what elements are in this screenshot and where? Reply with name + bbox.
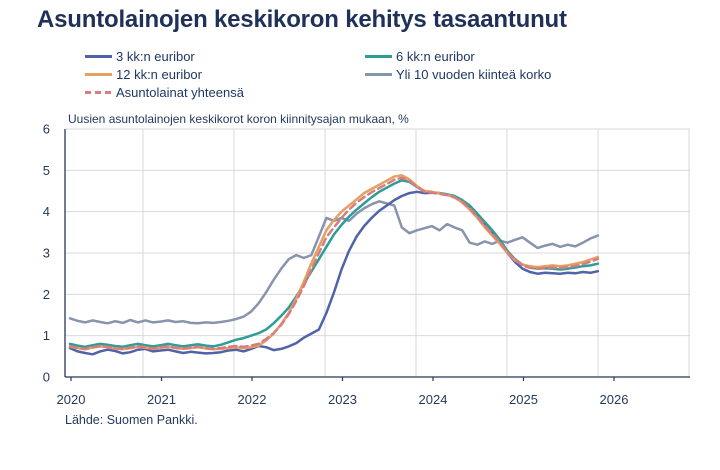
x-tick-label-2023: 2023 bbox=[328, 392, 357, 407]
legend-label-6kk-euribor: 6 kk:n euribor bbox=[396, 48, 475, 64]
y-tick-label-3: 3 bbox=[43, 246, 50, 261]
source-note: Lähde: Suomen Pankki. bbox=[65, 413, 198, 427]
series-line-asuntolainat-yhteensa bbox=[68, 176, 600, 351]
x-tick-label-2020: 2020 bbox=[57, 392, 86, 407]
y-tick-label-5: 5 bbox=[43, 163, 50, 178]
x-tick-label-2024: 2024 bbox=[419, 392, 448, 407]
chart-subtitle: Uusien asuntolainojen keskikorot koron k… bbox=[68, 112, 409, 126]
legend-label-3kk-euribor: 3 kk:n euribor bbox=[116, 48, 195, 64]
legend-item-12kk-euribor: 12 kk:n euribor bbox=[85, 65, 365, 83]
legend-swatch-3kk-euribor bbox=[85, 54, 112, 58]
legend-label-12kk-euribor: 12 kk:n euribor bbox=[116, 66, 202, 82]
series-line-3kk-euribor bbox=[68, 190, 600, 356]
legend-swatch-asuntolainat-yhteensa bbox=[85, 90, 112, 94]
y-tick-label-2: 2 bbox=[43, 287, 50, 302]
x-tick-label-2025: 2025 bbox=[509, 392, 538, 407]
legend-column-right: 6 kk:n euribor Yli 10 vuoden kiinteä kor… bbox=[365, 47, 551, 101]
legend-item-6kk-euribor: 6 kk:n euribor bbox=[365, 47, 551, 65]
legend-item-asuntolainat-yhteensa: Asuntolainat yhteensä bbox=[85, 83, 365, 101]
x-tick-label-2021: 2021 bbox=[147, 392, 176, 407]
legend-column-left: 3 kk:n euribor 12 kk:n euribor Asuntolai… bbox=[85, 47, 365, 101]
legend-label-yli-10v-kiintea-korko: Yli 10 vuoden kiinteä korko bbox=[396, 66, 552, 82]
legend-label-asuntolainat-yhteensa: Asuntolainat yhteensä bbox=[116, 84, 244, 100]
x-tick-label-2022: 2022 bbox=[238, 392, 267, 407]
legend-item-yli-10v-kiintea-korko: Yli 10 vuoden kiinteä korko bbox=[365, 65, 551, 83]
page-title: Asuntolainojen keskikoron kehitys tasaan… bbox=[37, 6, 567, 33]
legend-item-3kk-euribor: 3 kk:n euribor bbox=[85, 47, 365, 65]
y-tick-label-6: 6 bbox=[43, 122, 50, 137]
legend-swatch-6kk-euribor bbox=[365, 54, 392, 58]
chart-legend: 3 kk:n euribor 12 kk:n euribor Asuntolai… bbox=[85, 47, 551, 101]
x-tick-label-2026: 2026 bbox=[600, 392, 629, 407]
y-tick-label-0: 0 bbox=[43, 370, 50, 385]
y-tick-label-4: 4 bbox=[43, 204, 50, 219]
y-tick-label-1: 1 bbox=[43, 328, 50, 343]
legend-swatch-12kk-euribor bbox=[85, 72, 112, 76]
legend-swatch-yli-10v-kiintea-korko bbox=[365, 72, 392, 76]
